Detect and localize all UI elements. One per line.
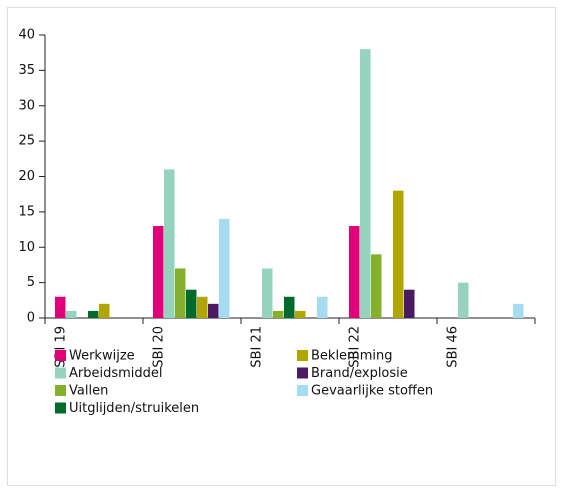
x-tick-label: SBI 20 [152, 326, 167, 368]
x-tick-label: SBI 22 [348, 326, 363, 368]
bar [295, 310, 306, 318]
legend-swatch [297, 385, 308, 396]
bar [55, 296, 66, 318]
bar [197, 296, 208, 318]
bar [186, 289, 197, 318]
bar [153, 226, 164, 318]
legend-swatch [55, 367, 66, 379]
legend-label: Vallen [69, 384, 108, 399]
bar [284, 296, 295, 318]
bar [317, 296, 328, 318]
bar [360, 49, 371, 319]
legend-swatch [297, 367, 308, 379]
legend-swatch [55, 402, 66, 414]
legend-swatch [55, 385, 66, 396]
bar [175, 268, 186, 318]
legend-label: Beklemming [311, 349, 393, 364]
y-tick-label: 5 [27, 275, 35, 290]
bar [262, 268, 273, 318]
bar [404, 289, 415, 318]
bar [273, 310, 284, 318]
bar [393, 190, 404, 318]
y-tick-label: 25 [18, 134, 35, 149]
y-tick-label: 40 [18, 28, 35, 43]
bar [208, 303, 219, 318]
x-tick-label: SBI 21 [250, 326, 265, 368]
legend-label: Gevaarlijke stoffen [311, 384, 433, 399]
y-tick-label: 30 [18, 98, 35, 113]
legend-swatch [297, 350, 308, 361]
bar [99, 303, 110, 318]
y-tick-label: 0 [27, 311, 35, 326]
legend-swatch [55, 350, 66, 361]
y-tick-label: 35 [18, 63, 35, 78]
legend-label: Werkwijze [69, 349, 135, 364]
bar [371, 254, 382, 318]
bar [349, 226, 360, 318]
bar [164, 169, 175, 318]
y-tick-label: 10 [18, 240, 35, 255]
legend-label: Brand/explosie [311, 366, 408, 381]
bar [66, 310, 77, 318]
legend-label: Arbeidsmiddel [69, 366, 163, 381]
x-tick-label: SBI 46 [446, 326, 461, 368]
frame [7, 7, 556, 486]
bar [458, 282, 469, 318]
bar [219, 218, 230, 318]
legend-label: Uitglijden/struikelen [69, 401, 199, 416]
x-tick-label: SBI 19 [54, 326, 69, 368]
bar [513, 303, 524, 318]
y-tick-label: 20 [18, 169, 35, 184]
y-tick-label: 15 [18, 204, 35, 219]
bar [88, 310, 99, 318]
